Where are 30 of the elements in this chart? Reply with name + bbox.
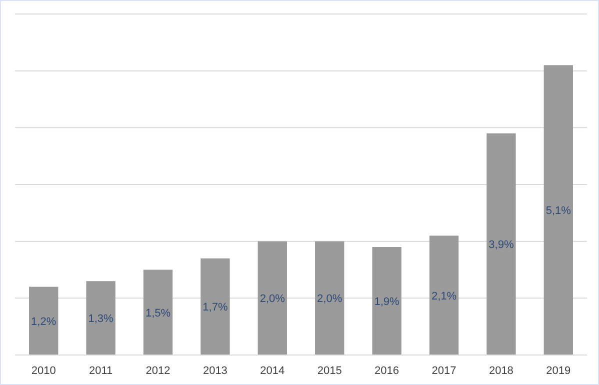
x-tick-label: 2015 [317, 365, 342, 377]
bar [315, 241, 344, 355]
bar [200, 258, 230, 355]
x-tick-label: 2019 [546, 365, 571, 377]
data-label: 2,0% [260, 293, 286, 306]
bar [486, 133, 516, 355]
x-tick-label: 2014 [260, 365, 285, 377]
bar [258, 241, 287, 355]
x-tick-label: 2016 [374, 365, 400, 377]
data-label: 3,9% [488, 239, 514, 252]
x-tick-label: 2017 [432, 365, 456, 377]
data-label: 2,0% [317, 293, 342, 306]
data-label: 1,9% [374, 296, 400, 308]
data-label: 2,1% [431, 290, 457, 302]
bar [86, 281, 116, 355]
bar [29, 286, 58, 355]
data-label: 1,7% [202, 302, 228, 314]
data-label: 1,3% [88, 313, 114, 326]
data-label: 1,5% [145, 307, 171, 320]
bar [143, 270, 173, 355]
bar [544, 65, 573, 355]
x-tick-label: 2018 [488, 365, 514, 377]
bar [372, 247, 402, 355]
x-tick-label: 2013 [202, 365, 228, 377]
data-label: 1,2% [31, 316, 56, 328]
bar [429, 236, 459, 355]
x-tick-label: 2011 [88, 365, 113, 377]
x-tick-label: 2010 [31, 365, 56, 377]
x-tick-label: 2012 [146, 365, 170, 377]
data-label: 5,1% [546, 205, 572, 218]
